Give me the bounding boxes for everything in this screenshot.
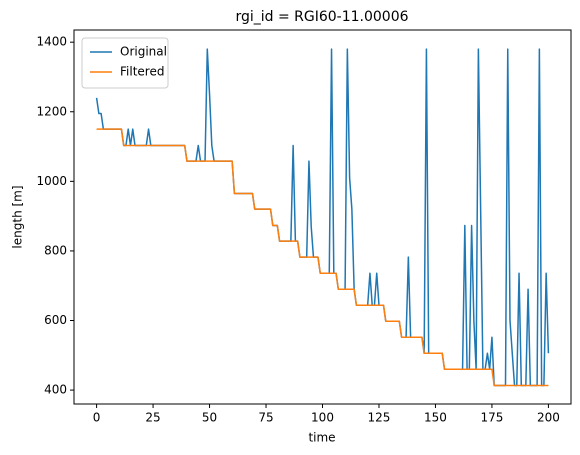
legend-box [81, 37, 169, 89]
series-line [95, 48, 550, 387]
legend-label: Original [120, 45, 167, 59]
x-tick-label: 150 [424, 411, 447, 425]
x-axis-label: time [308, 431, 335, 445]
x-tick-label: 75 [258, 411, 273, 425]
x-tick-label: 0 [93, 411, 101, 425]
series-line [96, 128, 549, 387]
y-tick-label: 1400 [36, 35, 67, 49]
y-tick-label: 1000 [36, 174, 67, 188]
legend: Original Filtered [81, 37, 169, 89]
x-tick-label: 50 [202, 411, 217, 425]
y-tick-label: 400 [44, 383, 67, 397]
x-tick-label: 100 [311, 411, 334, 425]
y-tick-label: 800 [44, 243, 67, 257]
x-tick-label: 200 [537, 411, 560, 425]
x-tick-label: 125 [368, 411, 391, 425]
chart-title: rgi_id = RGI60-11.00006 [235, 9, 408, 25]
y-tick-label: 600 [44, 313, 67, 327]
y-tick-label: 1200 [36, 104, 67, 118]
y-axis-label: length [m] [11, 185, 25, 248]
plot-frame [73, 29, 572, 405]
legend-label: Filtered [120, 65, 164, 79]
x-tick-label: 25 [145, 411, 160, 425]
x-tick-label: 175 [480, 411, 503, 425]
